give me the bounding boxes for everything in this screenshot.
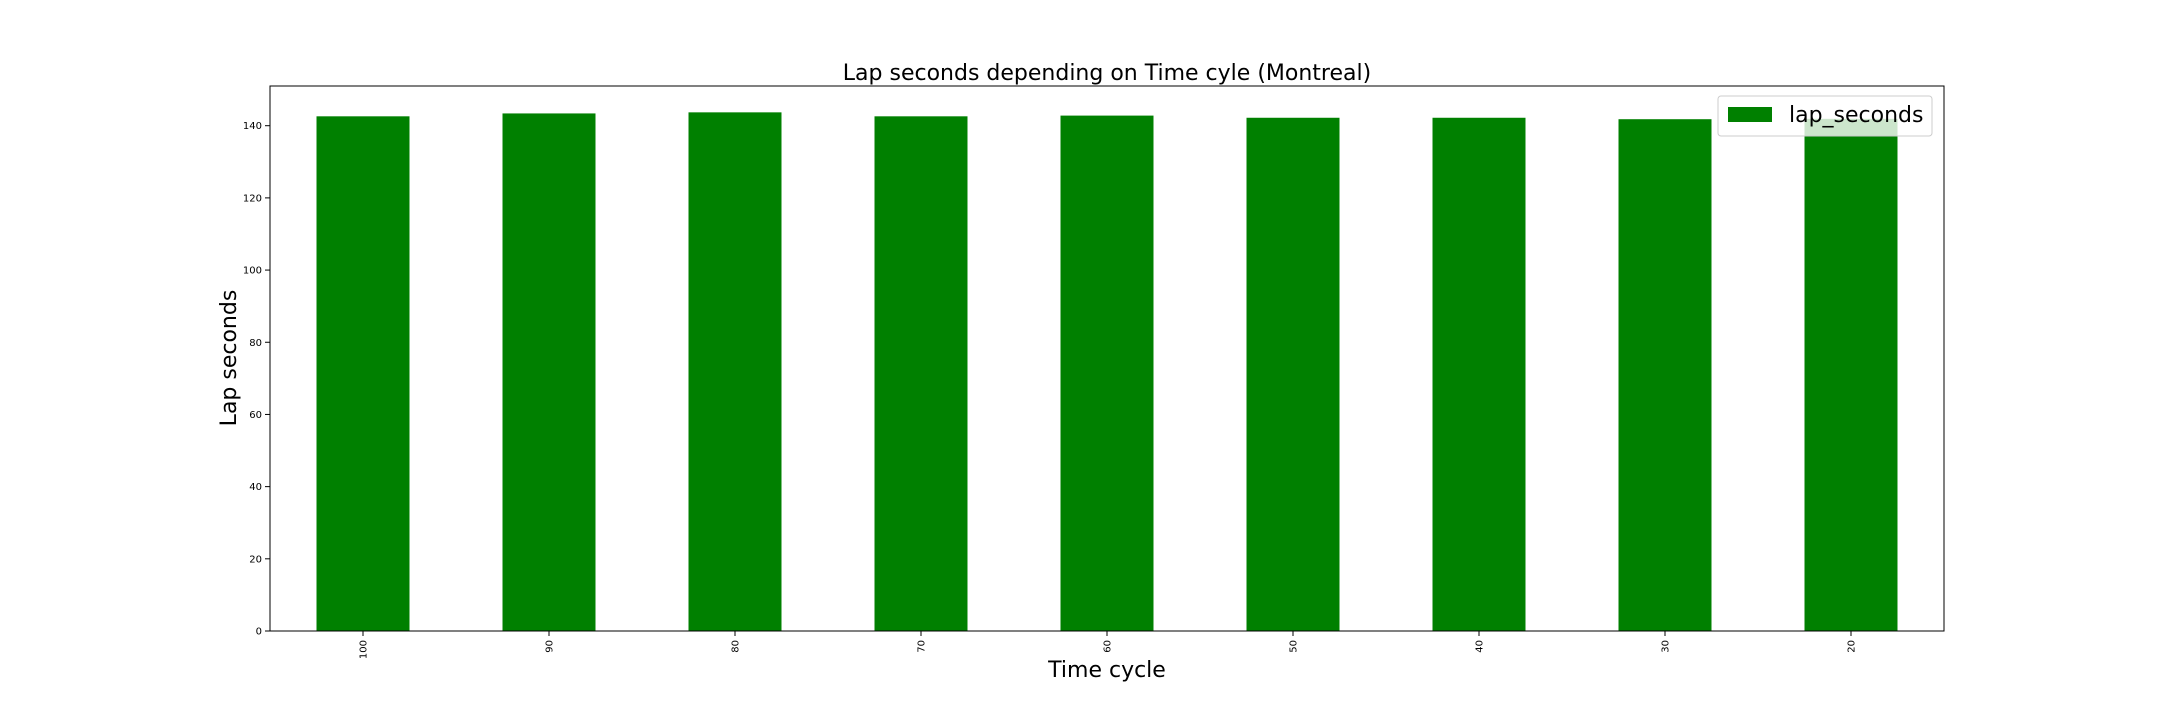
bar-100 — [316, 116, 410, 632]
legend-label: lap_seconds — [1789, 103, 1923, 128]
x-tick-label: 60 — [1103, 640, 1114, 653]
bar-50 — [1246, 117, 1340, 631]
x-tick-label: 100 — [359, 640, 370, 659]
bars-group — [316, 112, 1898, 632]
x-tick-label: 70 — [917, 640, 928, 653]
x-tick-label: 50 — [1289, 640, 1300, 653]
x-axis: 100 90 80 70 60 50 40 30 20 — [359, 631, 1858, 659]
y-tick-label: 120 — [243, 193, 262, 204]
x-tick-label: 30 — [1661, 640, 1672, 653]
x-tick-label: 20 — [1847, 640, 1858, 653]
bar-40 — [1432, 117, 1526, 631]
y-tick-label: 80 — [249, 338, 262, 349]
y-tick-label: 140 — [243, 121, 262, 132]
y-axis: 0 20 40 60 80 100 120 140 — [243, 121, 270, 638]
bar-20 — [1804, 118, 1898, 632]
plot-area — [269, 85, 1945, 632]
legend: lap_seconds — [1717, 95, 1933, 137]
legend-box — [1717, 95, 1933, 137]
y-axis-title: Lap seconds — [217, 290, 242, 427]
x-tick-label: 90 — [545, 640, 556, 653]
bar-80 — [688, 112, 782, 632]
y-tick-label: 100 — [243, 266, 262, 277]
bar-90 — [502, 113, 596, 631]
y-tick-label: 0 — [256, 627, 262, 638]
y-tick-label: 20 — [249, 554, 262, 565]
y-tick-label: 60 — [249, 410, 262, 421]
chart-title: Lap seconds depending on Time cyle (Mont… — [843, 61, 1371, 86]
bar-70 — [874, 116, 968, 632]
y-tick-label: 40 — [249, 482, 262, 493]
bar-30 — [1618, 119, 1712, 632]
x-tick-label: 40 — [1475, 640, 1486, 653]
x-axis-title: Time cycle — [1047, 658, 1166, 683]
bar-60 — [1060, 115, 1154, 632]
legend-swatch — [1728, 107, 1772, 122]
x-tick-label: 80 — [731, 640, 742, 653]
